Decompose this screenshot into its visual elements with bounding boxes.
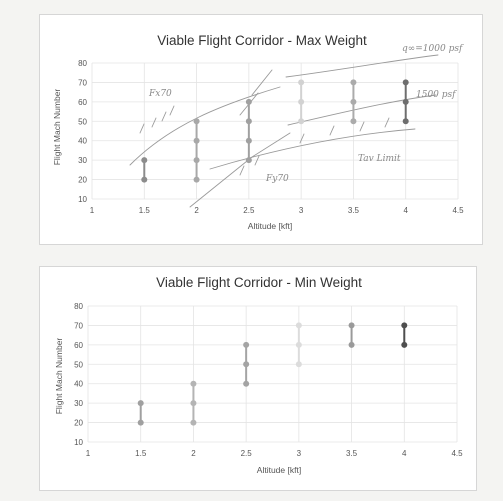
data-point <box>295 341 302 348</box>
pencil-hatch <box>239 165 245 176</box>
data-point <box>245 98 252 105</box>
x-tick-label: 2 <box>191 449 196 458</box>
pencil-stroke <box>189 132 291 208</box>
chart-min-weight: Viable Flight Corridor - Min Weight 10 20… <box>39 266 477 491</box>
data-point <box>298 98 305 105</box>
y-tick-label: 10 <box>74 438 83 447</box>
y-tick-label: 40 <box>78 137 87 146</box>
pencil-hatch <box>299 133 305 144</box>
data-point <box>137 419 144 426</box>
data-point <box>350 79 357 86</box>
data-point <box>298 118 305 125</box>
data-point <box>243 361 250 368</box>
pencil-stroke <box>287 94 437 126</box>
data-point <box>190 380 197 387</box>
data-point <box>348 341 355 348</box>
pencil-stroke <box>129 86 281 166</box>
pencil-hatch <box>151 117 157 128</box>
data-point <box>245 157 252 164</box>
data-point <box>193 157 200 164</box>
chart-title: Viable Flight Corridor - Min Weight <box>156 275 362 290</box>
data-point <box>141 176 148 183</box>
chart-min-weight-svg: Viable Flight Corridor - Min Weight 10 20… <box>54 275 463 475</box>
chart-max-weight-svg: Viable Flight Corridor - Max Weight 10 20… <box>52 33 464 231</box>
y-tick-label: 70 <box>78 78 87 87</box>
x-axis-label: Altitude [kft] <box>257 465 301 475</box>
y-tick-label: 60 <box>78 98 87 107</box>
y-tick-label: 80 <box>74 302 83 311</box>
pencil-hatch <box>161 111 167 122</box>
x-axis-label: Altitude [kft] <box>248 221 292 231</box>
data-point <box>402 118 409 125</box>
data-point <box>190 419 197 426</box>
y-tick-label: 30 <box>74 399 83 408</box>
data-point <box>245 118 252 125</box>
y-tick-label: 20 <box>78 176 87 185</box>
data-point <box>243 380 250 387</box>
handwritten-note: Tav Limit <box>358 154 401 164</box>
y-tick-label: 30 <box>78 156 87 165</box>
x-tick-label: 4.5 <box>452 206 464 215</box>
data-point <box>190 400 197 407</box>
x-tick-label: 1 <box>86 449 91 458</box>
pencil-stroke <box>251 69 273 96</box>
data-point <box>243 341 250 348</box>
x-tick-label: 2.5 <box>241 449 253 458</box>
data-point <box>193 137 200 144</box>
x-tick-label: 4.5 <box>451 449 463 458</box>
x-tick-label: 1.5 <box>135 449 147 458</box>
x-tick-label: 3.5 <box>348 206 360 215</box>
pencil-stroke <box>209 128 416 170</box>
data-point <box>141 157 148 164</box>
pencil-hatch <box>384 117 390 128</box>
x-tick-label: 3 <box>299 206 304 215</box>
pencil-stroke <box>285 54 439 78</box>
handwritten-note: 1500 psf <box>416 90 457 100</box>
data-point <box>193 118 200 125</box>
chart-title: Viable Flight Corridor - Max Weight <box>157 33 367 48</box>
y-tick-label: 50 <box>74 360 83 369</box>
y-tick-label: 20 <box>74 419 83 428</box>
handwritten-note: Fy70 <box>265 174 289 184</box>
data-point <box>402 98 409 105</box>
data-point <box>402 79 409 86</box>
handwritten-note: Fx70 <box>148 89 172 99</box>
x-tick-label: 4 <box>403 206 408 215</box>
y-tick-label: 70 <box>74 321 83 330</box>
y-axis-label: Flight Mach Number <box>52 89 62 166</box>
x-tick-label: 4 <box>402 449 407 458</box>
pencil-hatch <box>139 123 145 134</box>
data-point <box>193 176 200 183</box>
y-tick-label: 40 <box>74 380 83 389</box>
data-point <box>348 322 355 329</box>
data-point <box>245 137 252 144</box>
x-tick-label: 1.5 <box>139 206 151 215</box>
pencil-hatch <box>359 121 365 132</box>
handwritten-note: q∞=1000 psf <box>402 44 464 54</box>
data-point <box>137 400 144 407</box>
x-tick-label: 2.5 <box>243 206 255 215</box>
pencil-hatch <box>254 155 260 166</box>
data-point <box>401 341 408 348</box>
data-point <box>401 322 408 329</box>
data-point <box>295 361 302 368</box>
data-point <box>350 118 357 125</box>
x-tick-label: 3 <box>297 449 302 458</box>
data-point <box>295 322 302 329</box>
chart-max-weight: Viable Flight Corridor - Max Weight 10 20… <box>39 14 483 245</box>
x-tick-label: 2 <box>194 206 199 215</box>
x-tick-label: 3.5 <box>346 449 358 458</box>
x-tick-label: 1 <box>90 206 95 215</box>
y-tick-label: 10 <box>78 195 87 204</box>
data-point <box>298 79 305 86</box>
y-tick-label: 50 <box>78 117 87 126</box>
pencil-hatch <box>329 125 335 136</box>
pencil-hatch <box>169 105 175 116</box>
y-tick-label: 60 <box>74 341 83 350</box>
data-point <box>350 98 357 105</box>
y-axis-label: Flight Mach Number <box>54 338 64 415</box>
y-tick-label: 80 <box>78 59 87 68</box>
